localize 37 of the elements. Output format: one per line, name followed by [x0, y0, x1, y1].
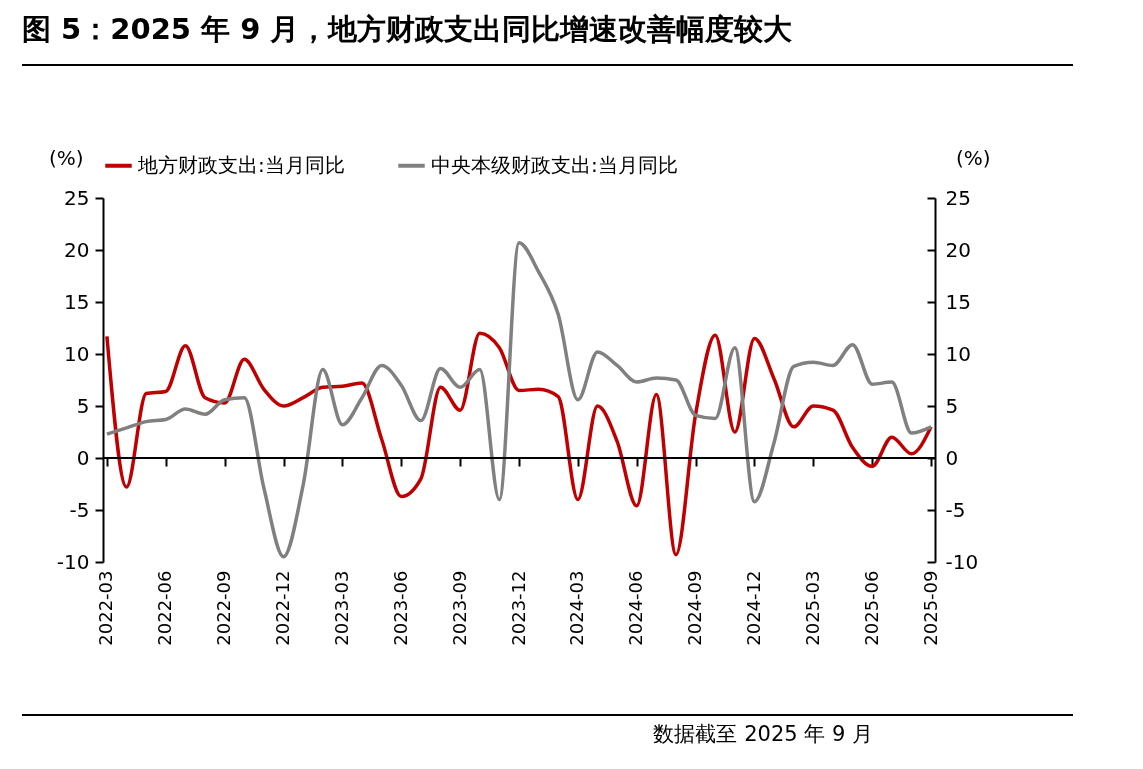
x-tick-label: 2024-03: [566, 570, 588, 646]
legend-label: 地方财政支出:当月同比: [137, 152, 345, 177]
y2-axis-title: (%): [955, 145, 991, 170]
y2-tick-label: 20: [945, 237, 971, 262]
y-tick-label: 5: [76, 393, 90, 418]
x-tick-label: 2023-09: [448, 570, 470, 646]
y-axis-title: (%): [48, 145, 84, 170]
y-tick-label: 20: [64, 237, 90, 262]
y2-tick-label: 0: [945, 445, 959, 470]
y2-tick-label: 25: [945, 185, 971, 210]
y2-tick-label: 10: [945, 341, 971, 366]
x-tick-label: 2024-06: [625, 570, 647, 646]
y-tick-label: -10: [56, 549, 90, 574]
x-tick-label: 2023-06: [389, 570, 411, 646]
x-tick-label: 2024-09: [684, 570, 706, 646]
chart-title: 图 5：2025 年 9 月，地方财政支出同比增速改善幅度较大: [22, 10, 1073, 66]
y2-tick-label: 15: [945, 289, 971, 314]
x-tick-label: 2022-09: [213, 570, 235, 646]
x-tick-label: 2024-12: [742, 570, 764, 646]
x-tick-label: 2025-09: [919, 570, 941, 646]
y-tick-label: 10: [64, 341, 90, 366]
y-tick-label: -5: [69, 497, 90, 522]
x-tick-label: 2022-12: [272, 570, 294, 646]
y2-tick-label: -5: [945, 497, 966, 522]
x-tick-label: 2022-06: [154, 570, 176, 646]
legend-label: 中央本级财政支出:当月同比: [431, 152, 678, 177]
y-tick-label: 25: [64, 185, 90, 210]
text: 数据截至 2025 年 9 月: [22, 714, 1073, 748]
y2-tick-label: -10: [945, 549, 979, 574]
y-tick-label: 15: [64, 289, 90, 314]
x-tick-label: 2023-12: [507, 570, 529, 646]
x-tick-label: 2025-06: [860, 570, 882, 646]
x-tick-label: 2025-03: [801, 570, 823, 646]
x-tick-label: 2022-03: [95, 570, 117, 646]
x-tick-label: 2023-03: [330, 570, 352, 646]
y-tick-label: 0: [76, 445, 90, 470]
y2-tick-label: 5: [945, 393, 959, 418]
